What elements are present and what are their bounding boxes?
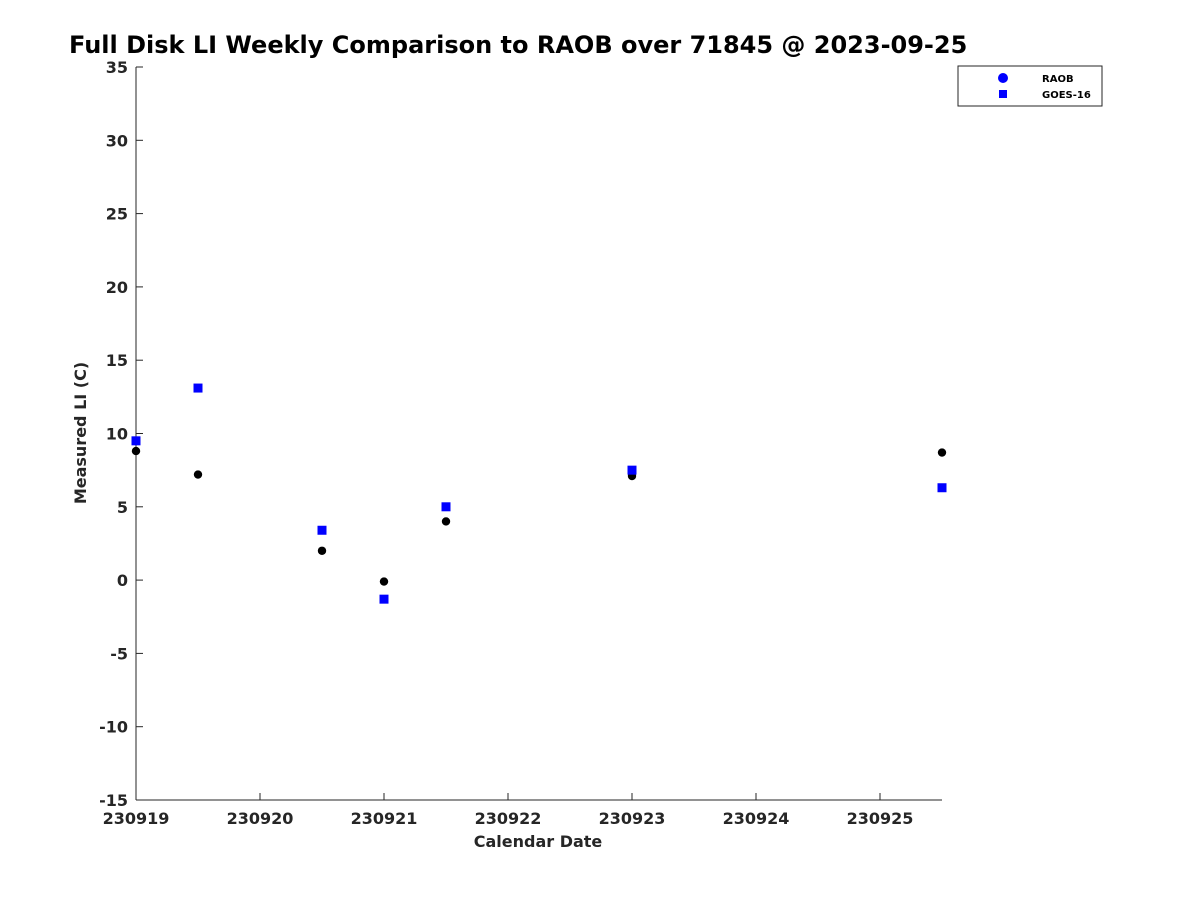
raob-point — [193, 470, 203, 479]
raob-point — [131, 446, 141, 456]
y-tick-label: 25 — [106, 205, 128, 224]
legend-label: RAOB — [1042, 74, 1074, 85]
x-tick-label: 230920 — [227, 809, 294, 828]
legend-marker-circle — [998, 73, 1008, 83]
raob-point — [379, 577, 389, 586]
x-ticks: 230919 230920 230921 230922 230923 230924 2309… — [103, 793, 914, 828]
y-axis-label: Measured LI (C) — [71, 362, 90, 504]
y-tick-label: 10 — [106, 425, 128, 444]
goes-point — [379, 594, 389, 604]
y-ticks: 35 30 25 20 15 10 5 0 -5 -10 -15 — [99, 58, 143, 810]
raob-point — [317, 546, 327, 555]
legend-label: GOES-16 — [1042, 90, 1091, 101]
goes-point — [627, 465, 637, 475]
legend-box — [957, 65, 1103, 107]
y-tick-label: -10 — [99, 718, 128, 737]
legend-items: RAOB GOES-16 — [998, 73, 1091, 101]
y-tick-label: 5 — [117, 498, 128, 517]
goes-point — [317, 525, 327, 535]
x-tick-label: 230919 — [103, 809, 170, 828]
legend: RAOB GOES-16 — [957, 65, 1103, 107]
y-tick-label: -5 — [110, 644, 128, 663]
series-raob — [131, 446, 947, 586]
y-tick-label: 0 — [117, 571, 128, 590]
goes-point — [441, 502, 451, 512]
x-tick-label: 230923 — [599, 809, 666, 828]
y-tick-label: 30 — [106, 131, 128, 150]
y-tick-label: 15 — [106, 351, 128, 370]
x-tick-label: 230924 — [723, 809, 790, 828]
chart-title: Full Disk LI Weekly Comparison to RAOB o… — [69, 31, 967, 59]
series-goes-16 — [131, 383, 947, 604]
legend-marker-square — [999, 90, 1007, 98]
goes-point — [193, 383, 203, 393]
goes-point — [131, 436, 141, 446]
data-points — [131, 383, 947, 604]
x-tick-label: 230925 — [847, 809, 914, 828]
x-tick-label: 230922 — [475, 809, 542, 828]
axes — [135, 67, 942, 801]
x-tick-label: 230921 — [351, 809, 418, 828]
y-tick-label: 35 — [106, 58, 128, 77]
raob-point — [441, 517, 451, 526]
y-tick-label: 20 — [106, 278, 128, 297]
raob-point — [937, 448, 947, 457]
x-axis-label: Calendar Date — [474, 832, 603, 851]
y-tick-label: -15 — [99, 791, 128, 810]
goes-point — [937, 483, 947, 493]
